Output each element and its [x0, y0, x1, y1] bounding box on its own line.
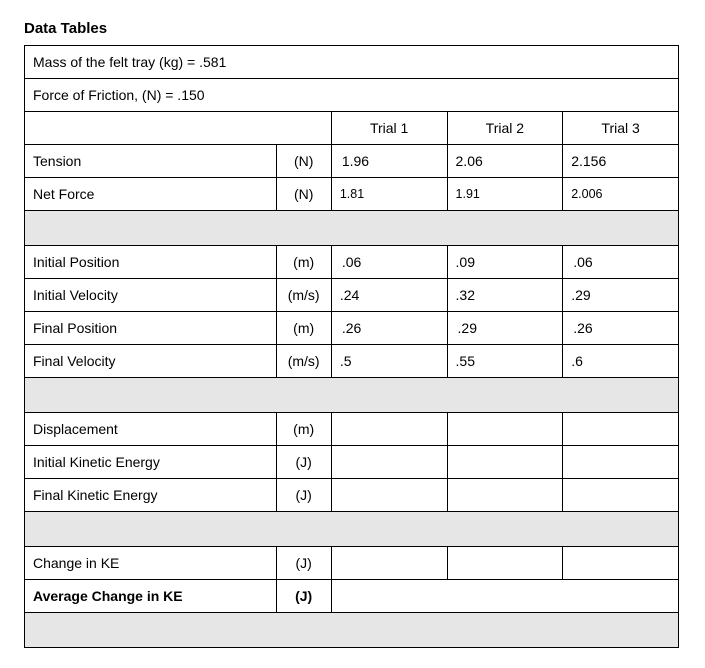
initke-t3 [563, 446, 679, 479]
unit-initvel: (m/s) [276, 279, 331, 312]
label-avgchangeke: Average Change in KE [25, 580, 277, 613]
row-initpos: Initial Position (m) .06 .09 .06 [25, 246, 679, 279]
finalke-t2 [447, 479, 563, 512]
finalke-t3 [563, 479, 679, 512]
unit-disp: (m) [276, 413, 331, 446]
tension-t2: 2.06 [447, 145, 563, 178]
label-tension: Tension [25, 145, 277, 178]
finalvel-t2: .55 [447, 345, 563, 378]
header-trial3: Trial 3 [563, 112, 679, 145]
unit-netforce: (N) [276, 178, 331, 211]
netforce-t3: 2.006 [563, 178, 679, 211]
label-netforce: Net Force [25, 178, 277, 211]
label-finalpos: Final Position [25, 312, 277, 345]
row-tension: Tension (N) 1.96 2.06 2.156 [25, 145, 679, 178]
header-trial1: Trial 1 [331, 112, 447, 145]
page-title: Data Tables [24, 20, 681, 37]
finalpos-t2: .29 [447, 312, 563, 345]
finalvel-t1: .5 [331, 345, 447, 378]
changeke-t1 [331, 547, 447, 580]
spacer-row [25, 378, 679, 413]
row-netforce: Net Force (N) 1.81 1.91 2.006 [25, 178, 679, 211]
initpos-t3: .06 [563, 246, 679, 279]
initke-t2 [447, 446, 563, 479]
disp-t3 [563, 413, 679, 446]
label-initke: Initial Kinetic Energy [25, 446, 277, 479]
row-initke: Initial Kinetic Energy (J) [25, 446, 679, 479]
changeke-t3 [563, 547, 679, 580]
header-row: Trial 1 Trial 2 Trial 3 [25, 112, 679, 145]
spacer-row [25, 211, 679, 246]
finalvel-t3: .6 [563, 345, 679, 378]
avgchangeke-value [331, 580, 678, 613]
tension-t1: 1.96 [331, 145, 447, 178]
unit-initpos: (m) [276, 246, 331, 279]
friction-line: Force of Friction, (N) = .150 [25, 79, 679, 112]
initvel-t3: .29 [563, 279, 679, 312]
label-disp: Displacement [25, 413, 277, 446]
row-finalpos: Final Position (m) .26 .29 .26 [25, 312, 679, 345]
initvel-t1: .24 [331, 279, 447, 312]
initvel-t2: .32 [447, 279, 563, 312]
unit-finalvel: (m/s) [276, 345, 331, 378]
unit-initke: (J) [276, 446, 331, 479]
data-table: Mass of the felt tray (kg) = .581 Force … [24, 45, 679, 648]
label-finalvel: Final Velocity [25, 345, 277, 378]
mass-line: Mass of the felt tray (kg) = .581 [25, 46, 679, 79]
unit-finalke: (J) [276, 479, 331, 512]
finalke-t1 [331, 479, 447, 512]
header-trial2: Trial 2 [447, 112, 563, 145]
row-changeke: Change in KE (J) [25, 547, 679, 580]
netforce-t2: 1.91 [447, 178, 563, 211]
spacer-row [25, 613, 679, 648]
initke-t1 [331, 446, 447, 479]
header-blank-label [25, 112, 277, 145]
unit-finalpos: (m) [276, 312, 331, 345]
label-changeke: Change in KE [25, 547, 277, 580]
unit-avgchangeke: (J) [276, 580, 331, 613]
row-disp: Displacement (m) [25, 413, 679, 446]
disp-t1 [331, 413, 447, 446]
initpos-t2: .09 [447, 246, 563, 279]
netforce-t1: 1.81 [331, 178, 447, 211]
changeke-t2 [447, 547, 563, 580]
tension-t3: 2.156 [563, 145, 679, 178]
info-row-friction: Force of Friction, (N) = .150 [25, 79, 679, 112]
initpos-t1: .06 [331, 246, 447, 279]
finalpos-t3: .26 [563, 312, 679, 345]
label-finalke: Final Kinetic Energy [25, 479, 277, 512]
info-row-mass: Mass of the felt tray (kg) = .581 [25, 46, 679, 79]
row-finalvel: Final Velocity (m/s) .5 .55 .6 [25, 345, 679, 378]
row-finalke: Final Kinetic Energy (J) [25, 479, 679, 512]
unit-changeke: (J) [276, 547, 331, 580]
finalpos-t1: .26 [331, 312, 447, 345]
row-initvel: Initial Velocity (m/s) .24 .32 .29 [25, 279, 679, 312]
unit-tension: (N) [276, 145, 331, 178]
header-blank-unit [276, 112, 331, 145]
disp-t2 [447, 413, 563, 446]
label-initvel: Initial Velocity [25, 279, 277, 312]
spacer-row [25, 512, 679, 547]
label-initpos: Initial Position [25, 246, 277, 279]
row-avgchangeke: Average Change in KE (J) [25, 580, 679, 613]
